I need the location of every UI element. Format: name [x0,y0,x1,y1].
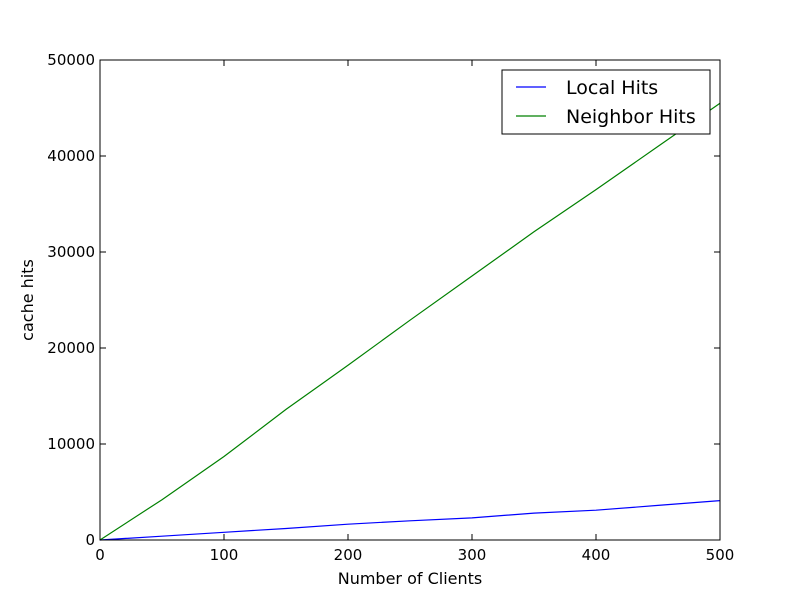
x-tick-label-4: 400 [582,546,611,564]
x-axis-label: Number of Clients [338,569,483,588]
series-layer [99,102,721,541]
legend: Local Hits Neighbor Hits [501,69,711,135]
legend-label-1: Neighbor Hits [566,106,696,128]
legend-label-0: Local Hits [566,77,658,99]
x-tick-label-2: 200 [334,546,363,564]
plot-frame [99,59,721,541]
y-tick-label-2: 20000 [47,339,95,357]
x-tick-label-1: 100 [210,546,239,564]
legend-box [501,69,711,135]
y-axis-label: cache hits [18,259,37,341]
y-tick-label-0: 0 [85,531,95,549]
y-tick-label-3: 30000 [47,243,95,261]
series-line-1 [99,102,721,541]
series-line-0 [99,500,721,541]
x-tick-label-3: 300 [458,546,487,564]
y-tick-label-5: 50000 [47,51,95,69]
y-tick-label-4: 40000 [47,147,95,165]
x-tick-label-0: 0 [95,546,105,564]
y-tick-label-1: 10000 [47,435,95,453]
x-tick-label-5: 500 [706,546,735,564]
tick-layer: 0 100 200 300 400 500 0 10000 20000 30000 40000 500… [47,51,734,564]
